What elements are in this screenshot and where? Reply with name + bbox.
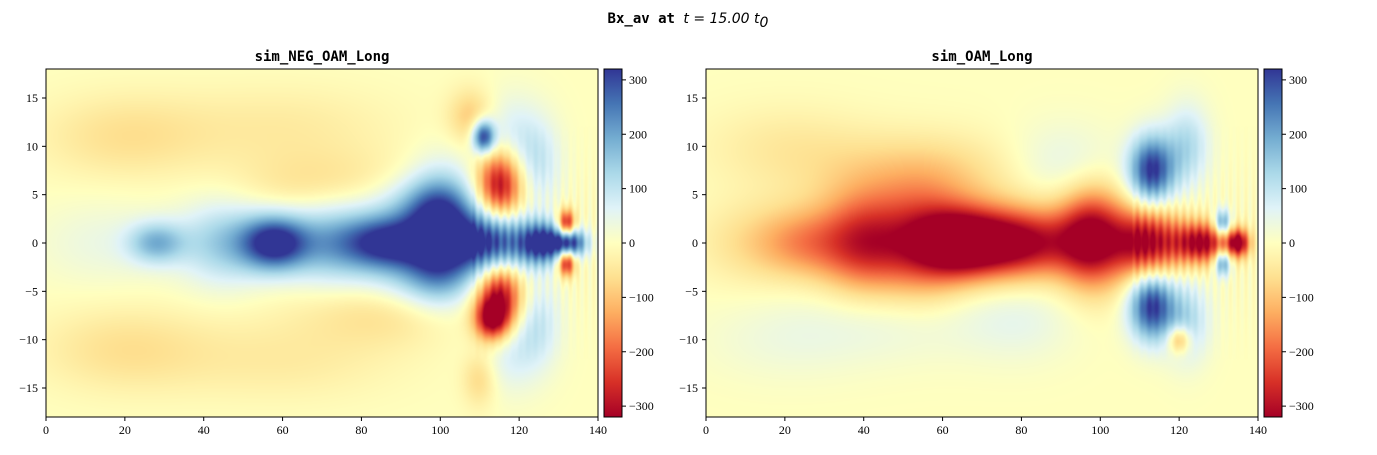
colorbar-tick-label: 0 <box>1289 236 1295 250</box>
x-tick-label: 100 <box>1091 423 1109 437</box>
x-tick-label: 0 <box>43 423 49 437</box>
y-tick-label: −5 <box>25 284 38 298</box>
x-tick-label: 20 <box>119 423 131 437</box>
x-tick-label: 60 <box>277 423 289 437</box>
panel-title: sim_OAM_Long <box>931 49 1032 65</box>
colorbar-tick-label: −300 <box>1289 399 1314 413</box>
x-tick-label: 140 <box>1249 423 1267 437</box>
colorbar-tick-label: 300 <box>1289 73 1307 87</box>
y-tick-label: 10 <box>686 139 698 153</box>
colorbar-tick-label: 100 <box>629 182 647 196</box>
x-tick-label: 120 <box>1170 423 1188 437</box>
colorbar-tick-label: −200 <box>629 345 654 359</box>
colorbar-tick-label: 100 <box>1289 182 1307 196</box>
figure-title: Bx_av at t = 15.00 t0 <box>608 11 769 31</box>
x-tick-label: 20 <box>779 423 791 437</box>
heatmap-image <box>706 69 1258 417</box>
colorbar-tick-label: −100 <box>629 290 654 304</box>
y-tick-label: 15 <box>686 91 698 105</box>
x-tick-label: 100 <box>431 423 449 437</box>
y-tick-label: −5 <box>685 284 698 298</box>
x-tick-label: 0 <box>703 423 709 437</box>
x-tick-label: 140 <box>589 423 607 437</box>
figure-title-math: t = 15.00 t <box>683 11 760 27</box>
x-tick-label: 80 <box>355 423 367 437</box>
colorbar-tick-label: 300 <box>629 73 647 87</box>
x-tick-label: 120 <box>510 423 528 437</box>
y-tick-label: −15 <box>679 381 698 395</box>
y-tick-label: 5 <box>32 188 38 202</box>
heatmap-image <box>46 69 598 417</box>
colorbar <box>1263 68 1283 418</box>
colorbar-tick-label: −200 <box>1289 345 1314 359</box>
figure-title-subscript: 0 <box>760 15 769 31</box>
colorbar-tick-label: 200 <box>629 127 647 141</box>
panel-title: sim_NEG_OAM_Long <box>255 49 390 65</box>
x-tick-label: 60 <box>937 423 949 437</box>
y-tick-label: 0 <box>32 236 38 250</box>
y-tick-label: −10 <box>679 333 698 347</box>
y-tick-label: 0 <box>692 236 698 250</box>
figure-title-prefix: Bx_av at <box>608 11 684 27</box>
colorbar-tick-label: −100 <box>1289 290 1314 304</box>
y-tick-label: −15 <box>19 381 38 395</box>
x-tick-label: 80 <box>1015 423 1027 437</box>
y-tick-label: −10 <box>19 333 38 347</box>
colorbar-tick-label: 0 <box>629 236 635 250</box>
y-tick-label: 15 <box>26 91 38 105</box>
x-tick-label: 40 <box>858 423 870 437</box>
colorbar <box>603 68 623 418</box>
y-tick-label: 5 <box>692 188 698 202</box>
x-tick-label: 40 <box>198 423 210 437</box>
colorbar-tick-label: 200 <box>1289 127 1307 141</box>
y-tick-label: 10 <box>26 139 38 153</box>
colorbar-tick-label: −300 <box>629 399 654 413</box>
